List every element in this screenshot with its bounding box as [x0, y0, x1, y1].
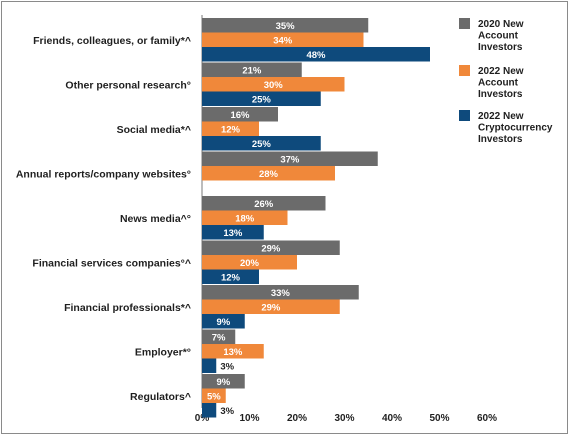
data-label: 12% [221, 272, 241, 283]
data-label: 3% [220, 361, 234, 372]
category-label: Financial services companies°^ [32, 257, 191, 269]
data-label: 37% [280, 154, 300, 165]
bar-gray [202, 18, 369, 33]
legend-label: Investors [478, 89, 523, 100]
data-label: 28% [259, 169, 279, 180]
data-label: 30% [264, 80, 284, 91]
data-label: 21% [242, 65, 262, 76]
bar-orange [202, 166, 335, 181]
legend-label: 2022 New [478, 66, 524, 77]
bar-gray [202, 240, 340, 255]
x-tick-label: 0% [195, 413, 210, 424]
bar-gray [202, 196, 326, 211]
bar-orange [202, 77, 345, 92]
bar-orange [202, 299, 340, 314]
data-label: 25% [252, 94, 272, 105]
bar-orange [202, 32, 364, 47]
legend-label: Investors [478, 134, 523, 145]
data-label: 29% [261, 243, 281, 254]
x-tick-label: 10% [239, 413, 259, 424]
data-label: 25% [252, 139, 272, 150]
bar-blue [202, 225, 264, 240]
data-label: 34% [273, 35, 293, 46]
bar-blue [202, 358, 217, 373]
x-tick-label: 60% [477, 413, 497, 424]
category-label: Employer*° [135, 346, 191, 358]
data-label: 12% [221, 124, 241, 135]
bar-gray [202, 62, 302, 77]
legend-label: 2020 New [478, 19, 524, 30]
data-label: 29% [261, 302, 281, 313]
legend-label: Cryptocurrency [478, 123, 553, 134]
x-tick-label: 40% [382, 413, 402, 424]
x-tick-label: 20% [287, 413, 307, 424]
data-label: 20% [240, 258, 260, 269]
bar-gray [202, 285, 359, 300]
data-label: 13% [223, 228, 243, 239]
legend-label: Investors [478, 42, 523, 53]
data-label: 16% [230, 110, 250, 121]
legend-swatch-gray [459, 18, 470, 29]
category-label: Other personal research° [65, 79, 191, 91]
bar-gray [202, 151, 378, 166]
bar-orange [202, 121, 259, 136]
x-tick-label: 30% [334, 413, 354, 424]
data-label: 9% [217, 317, 231, 328]
bar-blue [202, 47, 430, 62]
data-label: 48% [306, 50, 326, 61]
data-label: 33% [271, 288, 291, 299]
data-label: 5% [207, 391, 221, 402]
legend-label: 2022 New [478, 111, 524, 122]
category-label: Financial professionals*^ [64, 302, 191, 314]
data-label: 7% [212, 332, 226, 343]
legend-label: Account [478, 31, 519, 42]
category-label: Friends, colleagues, or family*^ [33, 35, 191, 47]
category-label: Annual reports/company websites° [16, 168, 191, 180]
bar-blue [202, 314, 245, 329]
bar-blue [202, 91, 321, 106]
bar-blue [202, 403, 217, 418]
category-label: Social media*^ [117, 124, 191, 136]
bar-orange [202, 210, 288, 225]
legend-swatch-orange [459, 65, 470, 76]
bar-orange [202, 255, 297, 270]
bar-blue [202, 269, 259, 284]
legend-label: Account [478, 78, 519, 89]
bar-orange [202, 388, 226, 403]
bar-orange [202, 344, 264, 359]
data-label: 26% [254, 199, 274, 210]
x-tick-label: 50% [429, 413, 449, 424]
data-label: 13% [223, 347, 243, 358]
data-label: 3% [220, 406, 234, 417]
category-label: Regulators^ [130, 391, 191, 403]
data-label: 9% [217, 377, 231, 388]
data-label: 35% [276, 21, 296, 32]
bar-gray [202, 374, 245, 389]
bar-gray [202, 329, 236, 344]
bar-gray [202, 107, 278, 122]
legend-swatch-blue [459, 110, 470, 121]
bar-blue [202, 136, 321, 151]
category-label: News media^° [120, 213, 191, 225]
data-label: 18% [235, 213, 255, 224]
